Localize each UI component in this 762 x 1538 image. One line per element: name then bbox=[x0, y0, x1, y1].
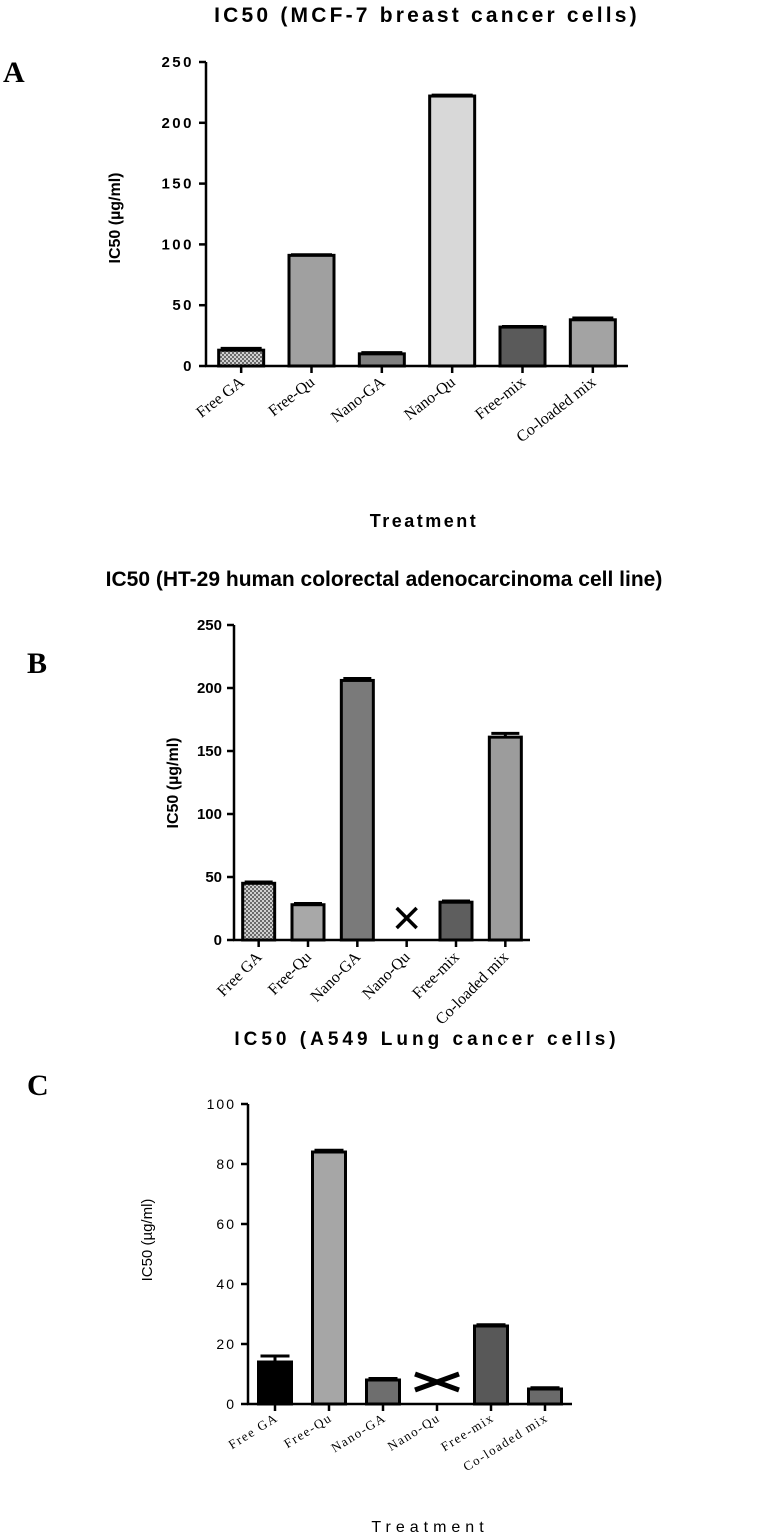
y-tick-label-c: 0 bbox=[226, 1396, 236, 1412]
chart-title-b: IC50 (HT-29 human colorectal adenocarcin… bbox=[106, 568, 663, 591]
panel-label-a: A bbox=[3, 56, 25, 89]
bar-c bbox=[257, 1360, 293, 1406]
y-tick-label-a: 50 bbox=[172, 297, 194, 314]
y-tick-label-c: 100 bbox=[207, 1096, 236, 1112]
x-tick-label-a: Free-mix bbox=[472, 374, 529, 424]
bar-b bbox=[339, 678, 375, 942]
panel-a: IC50 (MCF-7 breast cancer cells) A IC50 … bbox=[3, 4, 640, 531]
panel-label-b: B bbox=[27, 647, 47, 680]
chart-title-c: IC50 (A549 Lung cancer cells) bbox=[234, 1029, 619, 1050]
x-tick-label-a: Free GA bbox=[193, 373, 248, 421]
y-tick-label-c: 20 bbox=[216, 1336, 236, 1352]
y-tick-label-a: 0 bbox=[183, 358, 194, 375]
not-available-mark-b bbox=[395, 906, 418, 930]
x-tick-label-b: Nano-GA bbox=[308, 948, 365, 1005]
y-tick-label-a: 250 bbox=[161, 54, 194, 71]
y-tick-label-b: 250 bbox=[197, 617, 222, 634]
x-tick-label-a: Free-Qu bbox=[265, 374, 317, 420]
panel-b: IC50 (HT-29 human colorectal adenocarcin… bbox=[27, 568, 662, 1028]
y-axis-label-c: IC50 (µg/ml) bbox=[139, 1199, 156, 1282]
y-tick-label-c: 40 bbox=[216, 1276, 236, 1292]
chart-title-a: IC50 (MCF-7 breast cancer cells) bbox=[214, 4, 640, 27]
bar-b bbox=[487, 735, 523, 942]
y-axis-label-b: IC50 (µg/ml) bbox=[165, 737, 182, 828]
y-tick-label-b: 200 bbox=[197, 680, 222, 697]
y-tick-label-a: 150 bbox=[161, 176, 194, 193]
plot-area-b: 0 50 100 150 200 250 Free GA Free-QuNano-GANano… bbox=[197, 617, 530, 1028]
y-tick-label-b: 150 bbox=[197, 743, 222, 760]
x-tick-label-b: Free-Qu bbox=[265, 949, 315, 999]
bar-a bbox=[568, 318, 617, 368]
x-tick-label-b: Free GA bbox=[214, 948, 266, 1000]
y-tick-label-b: 50 bbox=[205, 869, 222, 886]
plot-area-a: 0 50 100 150 200 250 Free GA Free-Qu Nano-GA Nano… bbox=[161, 54, 628, 446]
x-tick-label-c: Nano-Qu bbox=[385, 1410, 443, 1454]
x-tick-label-c: Nano-GA bbox=[328, 1410, 388, 1455]
panel-c: IC50 (A549 Lung cancer cells) C IC50 (µg… bbox=[27, 1029, 619, 1536]
bar-b bbox=[438, 900, 474, 942]
x-axis-label-a: Treatment bbox=[370, 511, 479, 531]
y-tick-label-c: 80 bbox=[216, 1156, 236, 1172]
y-tick-label-a: 100 bbox=[161, 236, 194, 253]
bar-c bbox=[365, 1378, 401, 1406]
x-axis-label-c: Treatment bbox=[371, 1519, 488, 1536]
y-tick-label-a: 200 bbox=[161, 115, 194, 132]
bar-a bbox=[217, 348, 266, 368]
y-axis-label-a: IC50 (µg/ml) bbox=[107, 172, 124, 263]
bar-b bbox=[241, 881, 277, 942]
bar-b bbox=[290, 903, 326, 942]
panel-label-c: C bbox=[27, 1069, 49, 1102]
bar-a bbox=[287, 253, 336, 368]
bar-c bbox=[527, 1387, 563, 1406]
y-tick-label-b: 0 bbox=[214, 932, 222, 949]
bar-c bbox=[473, 1324, 509, 1406]
bar-a bbox=[357, 352, 406, 368]
x-tick-label-c: Free-Qu bbox=[281, 1410, 335, 1451]
bar-a bbox=[428, 94, 477, 368]
bar-a bbox=[498, 325, 547, 368]
x-tick-label-b: Nano-Qu bbox=[359, 949, 413, 1003]
x-tick-label-a: Nano-Qu bbox=[401, 374, 458, 424]
y-tick-label-c: 60 bbox=[216, 1216, 236, 1232]
x-tick-label-a: Nano-GA bbox=[328, 373, 389, 426]
not-available-mark-c bbox=[414, 1371, 460, 1393]
bar-c bbox=[311, 1150, 347, 1406]
plot-area-c: 0 20 40 60 80 100 Free GA Free-QuNano-GANano-Qu… bbox=[207, 1096, 572, 1474]
y-tick-label-b: 100 bbox=[197, 806, 222, 823]
x-tick-label-c: Free GA bbox=[225, 1410, 280, 1452]
